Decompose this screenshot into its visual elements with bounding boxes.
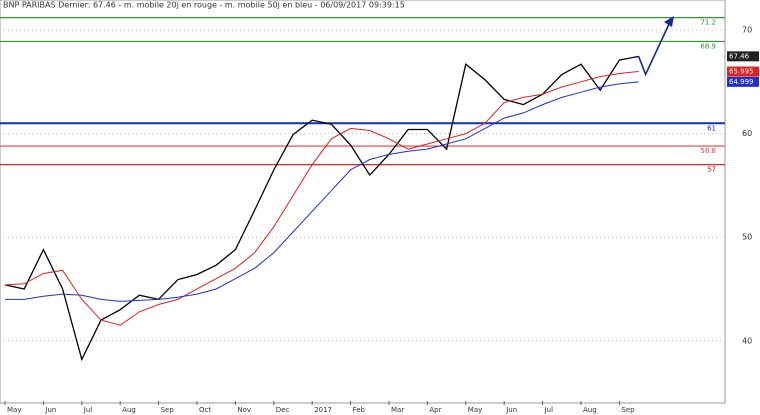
x-tick-label: Apr [429,406,441,414]
value-box [727,66,759,77]
x-tick-label: Jul [83,406,93,414]
y-tick-label: 50 [742,233,752,242]
y-tick-label: 60 [742,129,752,138]
series-line [4,55,639,362]
y-tick-label: 70 [742,26,752,35]
forecast-arrow [637,21,671,77]
level-label: 57 [707,166,716,174]
value-box [727,76,759,87]
chart-title: BNP PARIBAS Dernier: 67.46 - m. mobile 2… [3,1,405,10]
x-tick-label: Jun [505,406,517,414]
x-tick-label: Dec [276,406,290,414]
value-box-label: 65.995 [729,68,754,76]
x-tick-label: Oct [199,406,211,414]
x-tick-label: May [468,406,482,414]
y-tick-label: 40 [742,336,752,345]
level-label: 61 [707,124,716,132]
value-box-label: 64.999 [729,78,754,86]
level-label: 68.9 [700,42,716,50]
x-tick-label: Aug [122,406,136,414]
plot-frame [0,0,726,404]
level-label: 58.8 [700,147,716,155]
level-label: 71.2 [700,19,716,27]
x-tick-label: Nov [237,406,251,414]
x-tick-label: Sep [621,406,635,414]
arrow-head [664,16,674,27]
x-tick-label: Feb [353,406,366,414]
x-tick-label: Jun [44,406,56,414]
x-tick-label: 2017 [314,406,332,414]
x-tick-label: Mar [391,406,404,414]
series-line [5,81,639,302]
x-tick-label: Jul [544,406,554,414]
value-box [727,51,759,62]
value-box-label: 67.46 [729,52,750,60]
x-tick-label: Sep [161,406,175,414]
x-tick-label: Aug [583,406,597,414]
series-line [4,71,639,326]
x-tick-label: May [7,406,21,414]
